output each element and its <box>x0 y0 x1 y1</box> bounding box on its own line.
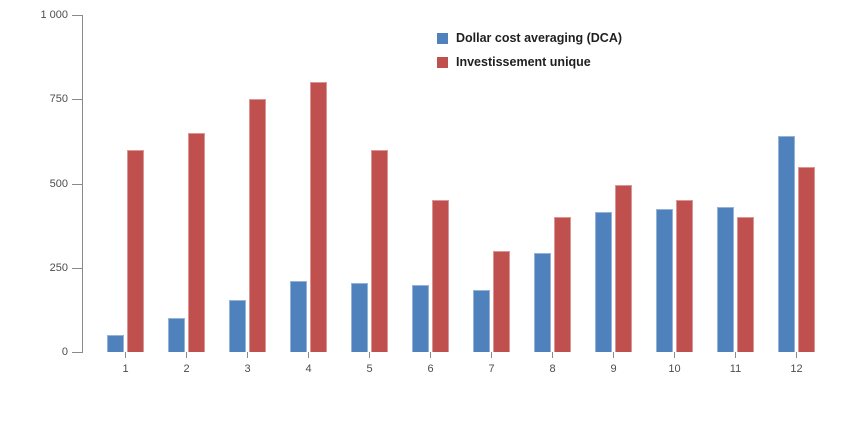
y-axis-line <box>82 15 83 353</box>
x-tick-label: 5 <box>366 363 373 375</box>
legend-label-unique: Investissement unique <box>456 55 591 69</box>
legend-swatch-unique-icon <box>437 56 448 68</box>
bar-unique <box>371 149 388 352</box>
y-tick <box>72 15 82 16</box>
bar-dca <box>168 318 185 352</box>
x-tick-label: 1 <box>122 363 129 375</box>
x-tick-label: 11 <box>729 363 742 375</box>
x-tick <box>674 352 675 358</box>
y-tick-label: 0 <box>61 346 68 358</box>
bar-group-6 <box>400 15 461 352</box>
bar-group-10 <box>644 15 705 352</box>
bar-group-12 <box>766 15 827 352</box>
bar-unique <box>554 217 571 352</box>
y-tick-label: 750 <box>49 93 68 106</box>
bar-dca <box>107 335 124 352</box>
bar-group-9 <box>583 15 644 352</box>
bar-unique <box>432 200 449 352</box>
x-tick-label: 10 <box>668 363 681 375</box>
x-tick <box>369 352 370 358</box>
plot-area: 1 2 3 4 5 6 7 8 9 10 11 12 <box>95 15 827 375</box>
chart-legend: Dollar cost averaging (DCA) Investisseme… <box>437 26 622 74</box>
x-tick <box>491 352 492 358</box>
y-tick <box>72 183 82 185</box>
bar-dca <box>290 281 307 352</box>
bar-dca <box>473 289 490 352</box>
y-tick-label: 1 000 <box>40 9 68 21</box>
x-tick <box>125 352 126 358</box>
legend-swatch-dca-icon <box>437 32 448 44</box>
x-tick-label: 4 <box>305 363 312 375</box>
legend-item-dca: Dollar cost averaging (DCA) <box>437 26 622 50</box>
bar-group-4 <box>278 15 339 352</box>
bar-unique <box>676 200 693 352</box>
x-tick <box>247 352 248 358</box>
bar-unique <box>249 99 266 352</box>
x-tick-label: 3 <box>244 363 251 375</box>
bar-dca <box>656 208 673 352</box>
bar-dca <box>778 136 795 352</box>
y-tick-label: 250 <box>49 261 68 274</box>
x-tick <box>430 352 431 358</box>
bar-unique <box>798 166 815 352</box>
bar-dca <box>595 212 612 352</box>
bar-unique <box>310 82 327 352</box>
legend-label-dca: Dollar cost averaging (DCA) <box>456 31 623 45</box>
bar-dca <box>534 252 551 352</box>
bar-unique <box>188 132 205 352</box>
y-tick <box>72 99 82 101</box>
legend-item-unique: Investissement unique <box>437 50 622 74</box>
bar-dca <box>351 282 368 352</box>
x-tick-label: 9 <box>610 363 617 375</box>
bar-unique <box>615 185 632 352</box>
x-tick <box>735 352 736 358</box>
bar-group-5 <box>339 15 400 352</box>
y-tick-label: 500 <box>49 177 68 190</box>
y-tick <box>72 352 82 353</box>
x-tick-label: 2 <box>183 363 190 375</box>
x-tick <box>552 352 553 358</box>
x-tick-label: 8 <box>549 363 556 375</box>
x-tick <box>613 352 614 358</box>
bar-dca <box>412 284 429 352</box>
bar-unique <box>737 217 754 352</box>
bar-group-1 <box>95 15 156 352</box>
bar-group-2 <box>156 15 217 352</box>
x-tick <box>186 352 187 358</box>
bar-group-7 <box>461 15 522 352</box>
bar-dca <box>717 207 734 352</box>
x-tick-label: 12 <box>790 363 803 375</box>
x-tick-label: 6 <box>427 363 434 375</box>
bar-group-11 <box>705 15 766 352</box>
x-tick <box>308 352 309 358</box>
bar-dca <box>229 299 246 352</box>
bar-group-3 <box>217 15 278 352</box>
bar-unique <box>127 149 144 352</box>
x-tick <box>796 352 797 358</box>
bar-unique <box>493 250 510 352</box>
x-tick-label: 7 <box>488 363 495 375</box>
y-tick <box>72 267 82 269</box>
bar-group-8 <box>522 15 583 352</box>
